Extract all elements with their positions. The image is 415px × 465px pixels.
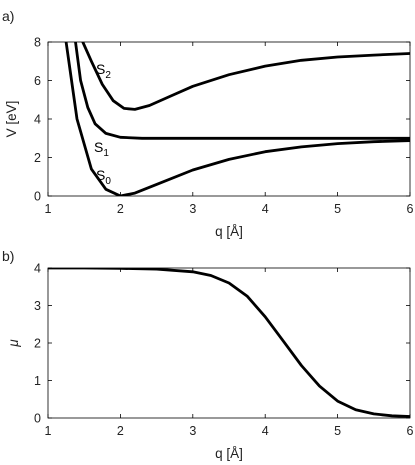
panel-b-x-tick-label: 1 (45, 424, 52, 438)
panel-b-x-tick-label: 2 (117, 424, 124, 438)
panel-a-x-tick-label: 1 (45, 202, 52, 216)
panel-b-x-tick-label: 3 (189, 424, 196, 438)
panel-a-x-tick-label: 3 (189, 202, 196, 216)
panel-b-y-tick-label: 3 (34, 299, 41, 313)
panel-b-x-tick-label: 4 (262, 424, 269, 438)
panel-a-series-s0-line (64, 42, 410, 196)
panel-a-x-tick-label: 2 (117, 202, 124, 216)
panel-a-series-s1-line (74, 42, 410, 140)
panel-b-y-axis-title: μ (6, 339, 21, 348)
panel-b-y-tick-label: 2 (34, 337, 41, 351)
panel-b-y-tick-label: 4 (34, 262, 41, 276)
panel-b-y-tick-label: 1 (34, 374, 41, 388)
panel-b-label: b) (2, 248, 14, 264)
panel-a-x-tick-label: 4 (262, 202, 269, 216)
panel-a-y-tick-label: 0 (34, 190, 41, 204)
panel-a-annotation-s1: S1 (94, 139, 109, 159)
panel-a-x-tick-label: 6 (407, 202, 414, 216)
panel-a-x-axis-title: q [Å] (215, 224, 243, 239)
panel-a-y-axis-title: V [eV] (4, 101, 19, 138)
panel-a-y-tick-label: 6 (34, 74, 41, 88)
panel-a-label: a) (2, 8, 14, 24)
panel-b-x-tick-label: 5 (334, 424, 341, 438)
panel-b-plot-frame (47, 267, 411, 419)
panel-b-y-tick-label: 0 (34, 412, 41, 426)
panel-a-x-tick-label: 5 (334, 202, 341, 216)
panel-a-y-tick-label: 2 (34, 151, 41, 165)
panel-a-y-tick-label: 8 (34, 36, 41, 50)
panel-b-series-mu-line (48, 268, 410, 418)
panel-b-x-tick-label: 6 (407, 424, 414, 438)
panel-b-x-axis-title: q [Å] (215, 446, 243, 461)
panel-a-y-tick-label: 4 (34, 113, 41, 127)
panel-a-series-s2-line (81, 42, 410, 111)
